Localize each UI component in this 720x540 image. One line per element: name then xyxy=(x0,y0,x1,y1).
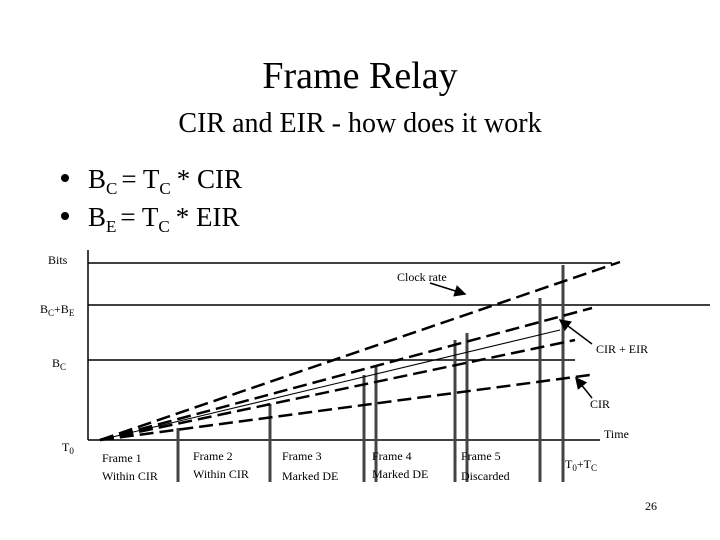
t0-tc-label: T0+TC xyxy=(565,457,597,473)
frame-status: Within CIR xyxy=(102,469,158,483)
y-axis-label: Bits xyxy=(48,253,68,267)
frame-status: Marked DE xyxy=(372,467,428,481)
subtitle: CIR and EIR - how does it work xyxy=(178,108,541,139)
title: Frame Relay xyxy=(262,55,457,97)
x-axis-label: Time xyxy=(604,427,629,441)
frame-status: Discarded xyxy=(461,469,510,483)
frame-name: Frame 4 xyxy=(372,449,412,463)
frame-name: Frame 5 xyxy=(461,449,501,463)
cir-line xyxy=(99,373,591,442)
frame-status: Within CIR xyxy=(193,467,249,481)
cir-eir-line xyxy=(99,338,576,442)
frame-name: Frame 3 xyxy=(282,449,322,463)
frame-name: Frame 2 xyxy=(193,449,233,463)
bc-be-label: BC+BE xyxy=(40,302,75,318)
cir-eir-label: CIR + EIR xyxy=(596,342,648,356)
clock-rate-line xyxy=(99,260,621,442)
bullet-dot xyxy=(61,212,69,220)
rate-line xyxy=(99,329,561,441)
arrow xyxy=(429,282,467,297)
arrow xyxy=(575,376,593,399)
clock-rate-label: Clock rate xyxy=(397,270,447,284)
bullet-dot xyxy=(61,174,69,182)
cir-label: CIR xyxy=(590,397,610,411)
page-number: 26 xyxy=(645,499,657,513)
bc-label: BC xyxy=(52,356,66,372)
bullet: BE = TC * EIR xyxy=(88,202,239,236)
arrow xyxy=(558,319,593,345)
t0-label: T0 xyxy=(62,440,74,456)
diagram: Bits Clock rate BC+BE CIR + EIR BC CIR T… xyxy=(40,250,710,483)
bullet: BC = TC * CIR xyxy=(88,164,242,198)
frame-status: Marked DE xyxy=(282,469,338,483)
rate-line xyxy=(99,306,593,442)
frame-name: Frame 1 xyxy=(102,451,142,465)
